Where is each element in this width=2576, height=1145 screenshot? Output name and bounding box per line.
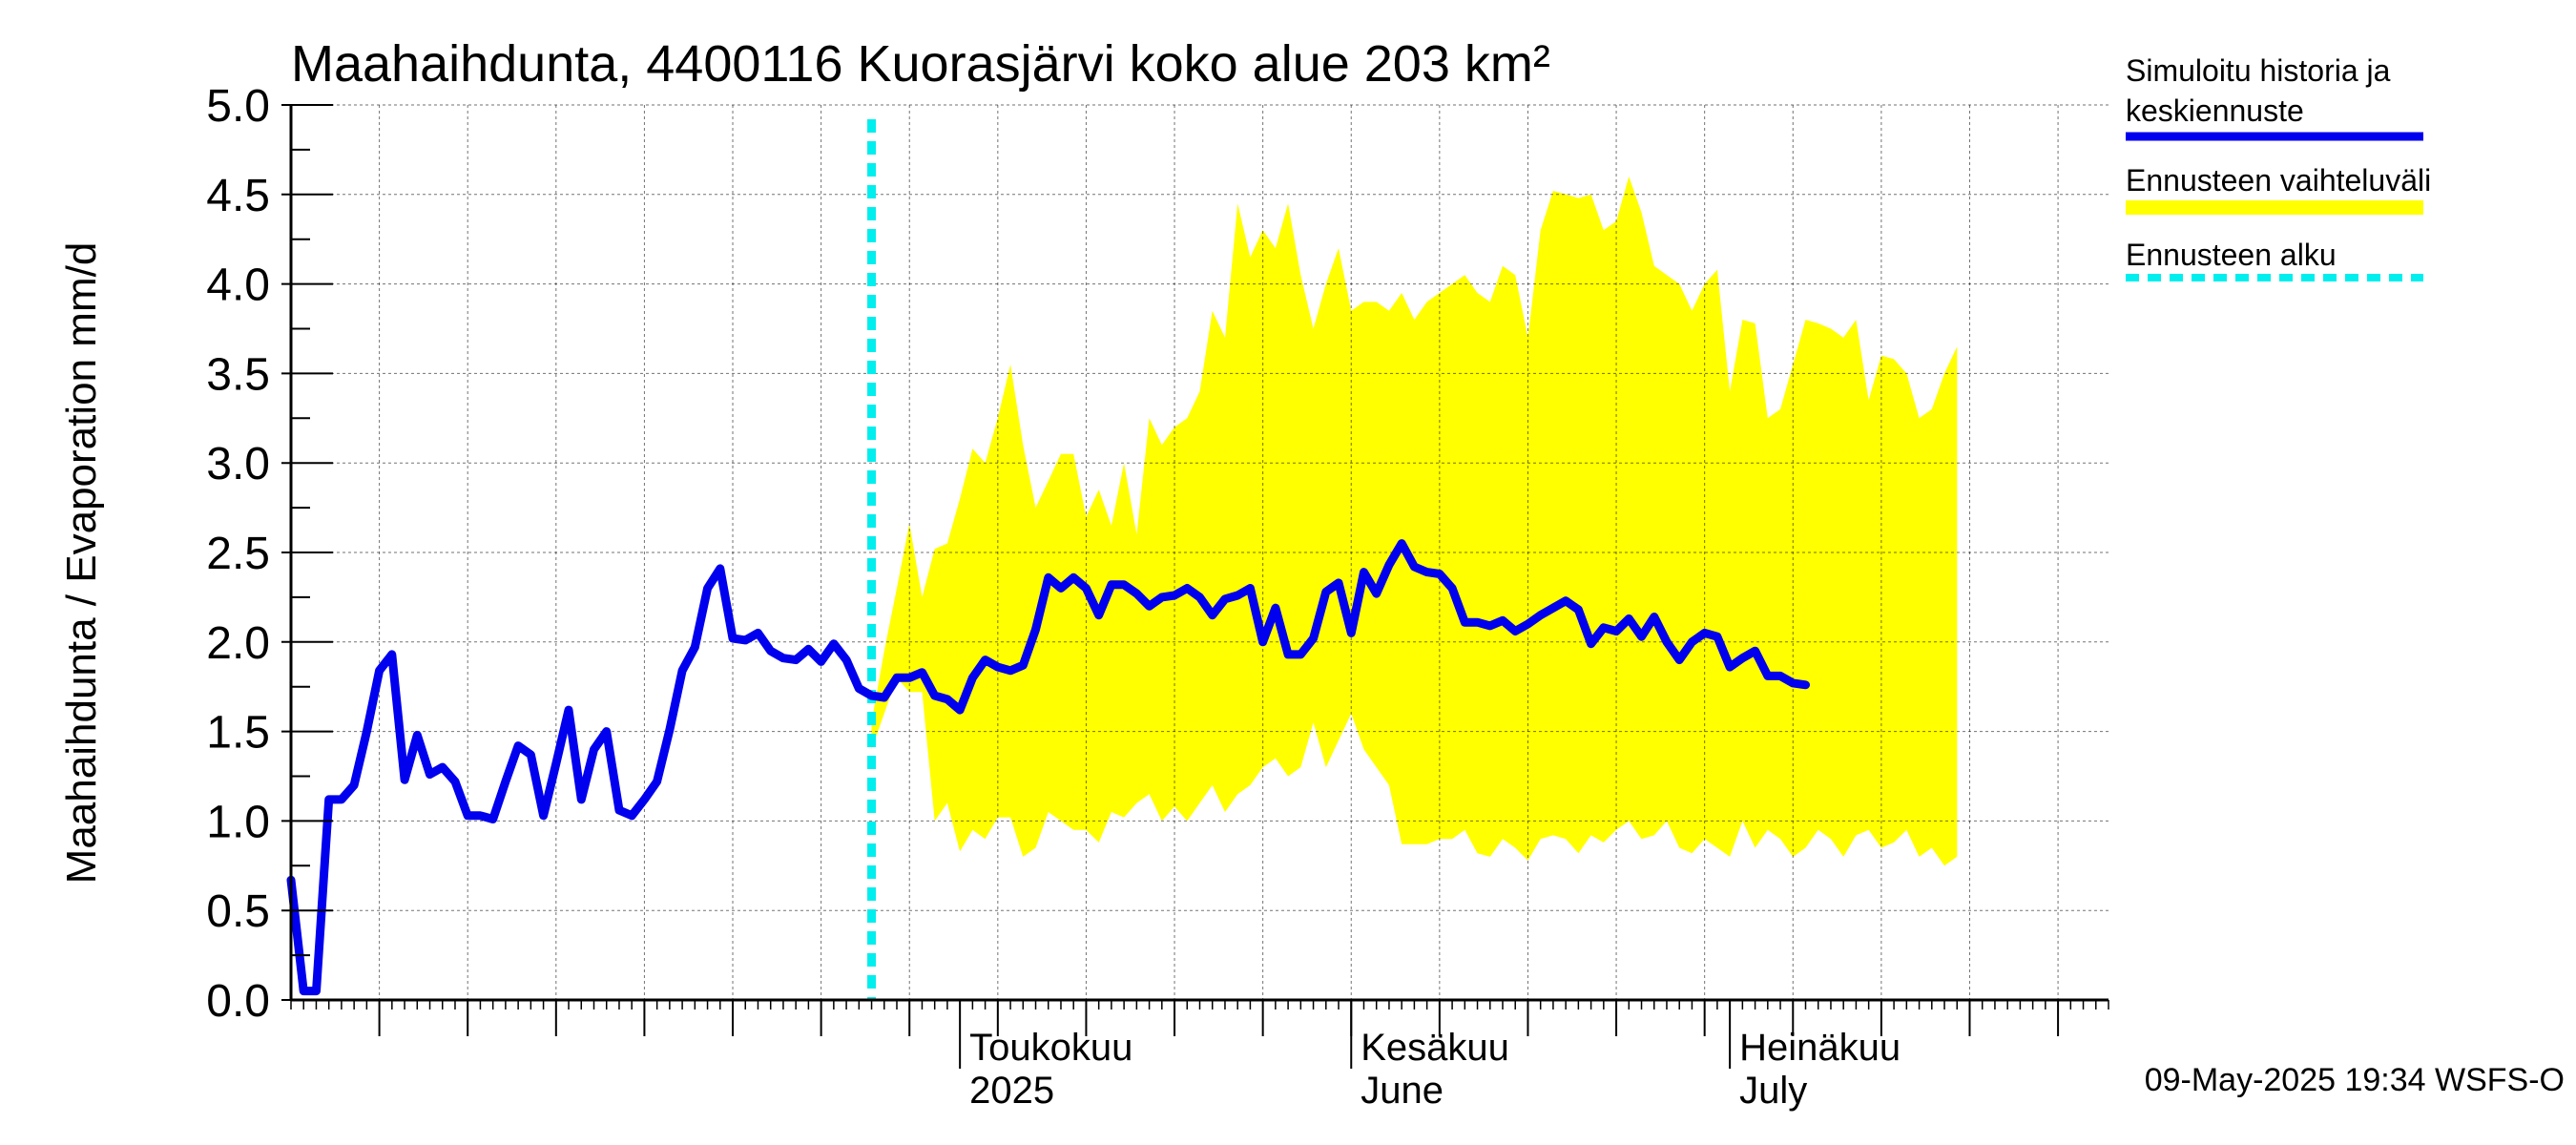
legend-label-forecast-start: Ennusteen alku [2126, 238, 2337, 272]
month-label: Kesäkuu [1361, 1027, 1509, 1069]
axis-layer: 0.0 0.5 1.0 1.5 2.0 2.5 3.0 3.5 4.0 4.5 5.0 Toukoku… [206, 81, 2109, 1112]
legend-label-line2: keskiennuste [2126, 94, 2304, 128]
y-tick-label: 0.0 [206, 976, 270, 1027]
y-tick-label: 3.5 [206, 349, 270, 400]
y-tick-label: 2.5 [206, 529, 270, 579]
month-label: Toukokuu [969, 1027, 1132, 1069]
legend-label-range: Ennusteen vaihteluväli [2126, 163, 2431, 198]
month-label: Heinäkuu [1739, 1027, 1901, 1069]
legend-swatch-range [2126, 200, 2423, 215]
legend: Simuloitu historia ja keskiennuste Ennuste… [2126, 53, 2431, 281]
y-tick-label: 1.0 [206, 797, 270, 847]
y-tick-label: 2.0 [206, 618, 270, 669]
y-tick-label: 3.0 [206, 439, 270, 489]
y-tick-label: 4.0 [206, 260, 270, 311]
forecast-range-band [871, 177, 1958, 866]
series-layer [286, 119, 1810, 1000]
forecast-range-band-layer [871, 177, 1958, 866]
month-label-secondary: 2025 [969, 1070, 1054, 1112]
grid-layer [291, 104, 2109, 1001]
chart-title: Maahaihdunta, 4400116 Kuorasjärvi koko a… [291, 35, 1550, 93]
month-label-secondary: July [1739, 1070, 1807, 1112]
y-axis-label: Maahaihdunta / Evaporation mm/d [58, 242, 105, 885]
y-tick-label: 1.5 [206, 708, 270, 759]
footer-timestamp: 09-May-2025 19:34 WSFS-O [2145, 1062, 2565, 1098]
legend-label-line1: Simuloitu historia ja [2126, 53, 2391, 88]
month-label-secondary: June [1361, 1070, 1444, 1112]
y-tick-label: 5.0 [206, 81, 270, 132]
y-tick-label: 0.5 [206, 886, 270, 937]
y-tick-label: 4.5 [206, 171, 270, 221]
series-line-keskiennuste [286, 539, 1810, 996]
